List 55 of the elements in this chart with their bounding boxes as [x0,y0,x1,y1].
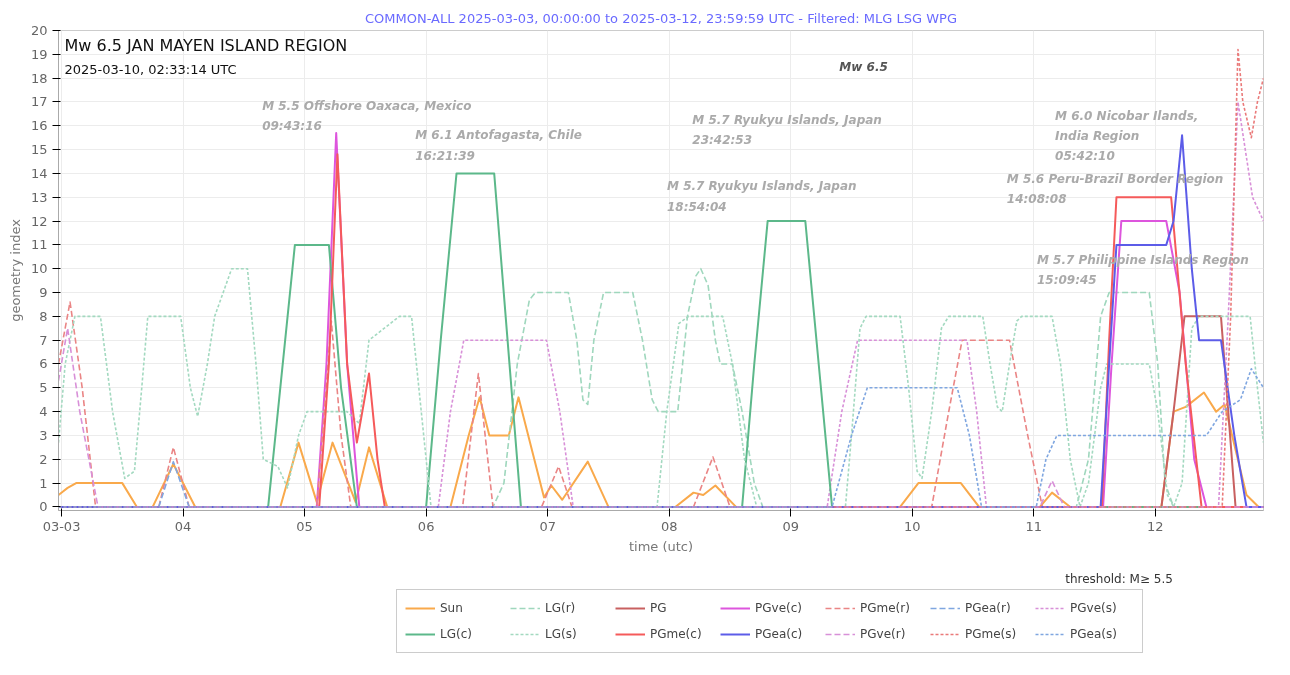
y-tick-label: 6 [39,356,48,372]
y-tick-label: 1 [39,475,48,491]
legend-label: PGve(c) [755,601,803,615]
y-tick-label: 16 [30,118,48,134]
legend-label: LG(s) [545,627,578,641]
text: threshold: M≥ 5.5 [1065,571,1173,586]
y-tick-label: 13 [30,189,48,205]
annotation: M 5.7 Ryukyu Islands, Japan 18:54:04 [667,179,857,214]
legend-label: PGve(s) [1070,601,1118,615]
legend-label: LG(r) [545,601,577,615]
legend-label: PG [650,601,668,615]
y-tick-label: 9 [39,285,48,301]
y-tick-label: 7 [39,332,48,348]
legend-label: PGea(r) [965,601,1012,615]
legend-label: PGme(s) [965,627,1018,641]
y-tick-label: 0 [39,499,48,515]
x-tick-label: 08 [660,518,678,534]
y-axis-title: geometry index [7,218,23,322]
annotation: 2025-03-10, 02:33:14 UTC [64,61,237,77]
x-tick-label: 07 [539,518,556,534]
x-axis-title: time (utc) [628,538,694,554]
y-tick-label: 3 [39,427,48,443]
y-tick-label: 10 [30,261,48,277]
annotation: M 5.7 Ryukyu Islands, Japan 23:42:53 [692,112,882,147]
legend-label: PGve(r) [860,627,907,641]
y-tick-label: 11 [30,237,48,253]
y-tick-label: 18 [30,70,48,86]
legend-label: PGea(s) [1070,627,1118,641]
annotation: Mw 6.5 [839,59,888,74]
legend-label: Sun [440,601,464,615]
y-tick-label: 2 [39,451,48,467]
x-tick-label: 05 [296,518,313,534]
x-tick-label: 11 [1025,518,1043,534]
x-tick-label: 10 [904,518,921,534]
x-tick-label: 04 [174,518,192,534]
y-tick-label: 8 [39,308,48,324]
y-tick-label: 17 [30,94,48,110]
chart-subtitle: Mw 6.5 JAN MAYEN ISLAND REGION [64,35,348,55]
y-tick-label: 15 [30,142,48,158]
legend-label: PGme(c) [650,627,703,641]
y-tick-label: 20 [30,23,48,38]
y-tick-label: 4 [39,404,48,420]
y-tick-label: 12 [30,213,48,229]
x-tick-label: 09 [782,518,800,534]
x-tick-label: 03-03 [42,518,81,534]
chart-title: COMMON-ALL 2025-03-03, 00:00:00 to 2025-03-12, 23:59:59 UTC - Filtered: MLG LSG WPG [365,10,957,26]
y-tick-label: 14 [30,165,48,181]
legend-label: PGea(c) [755,627,804,641]
annotation: M 6.0 Nicobar Ilands, India Region 05:42:10 [1055,108,1199,164]
legend-label: LG(c) [440,627,473,641]
legend-label: PGme(r) [860,601,911,615]
y-tick-label: 19 [30,46,48,62]
x-tick-label: 12 [1147,518,1164,534]
x-tick-label: 06 [417,518,435,534]
y-tick-label: 5 [39,380,48,396]
